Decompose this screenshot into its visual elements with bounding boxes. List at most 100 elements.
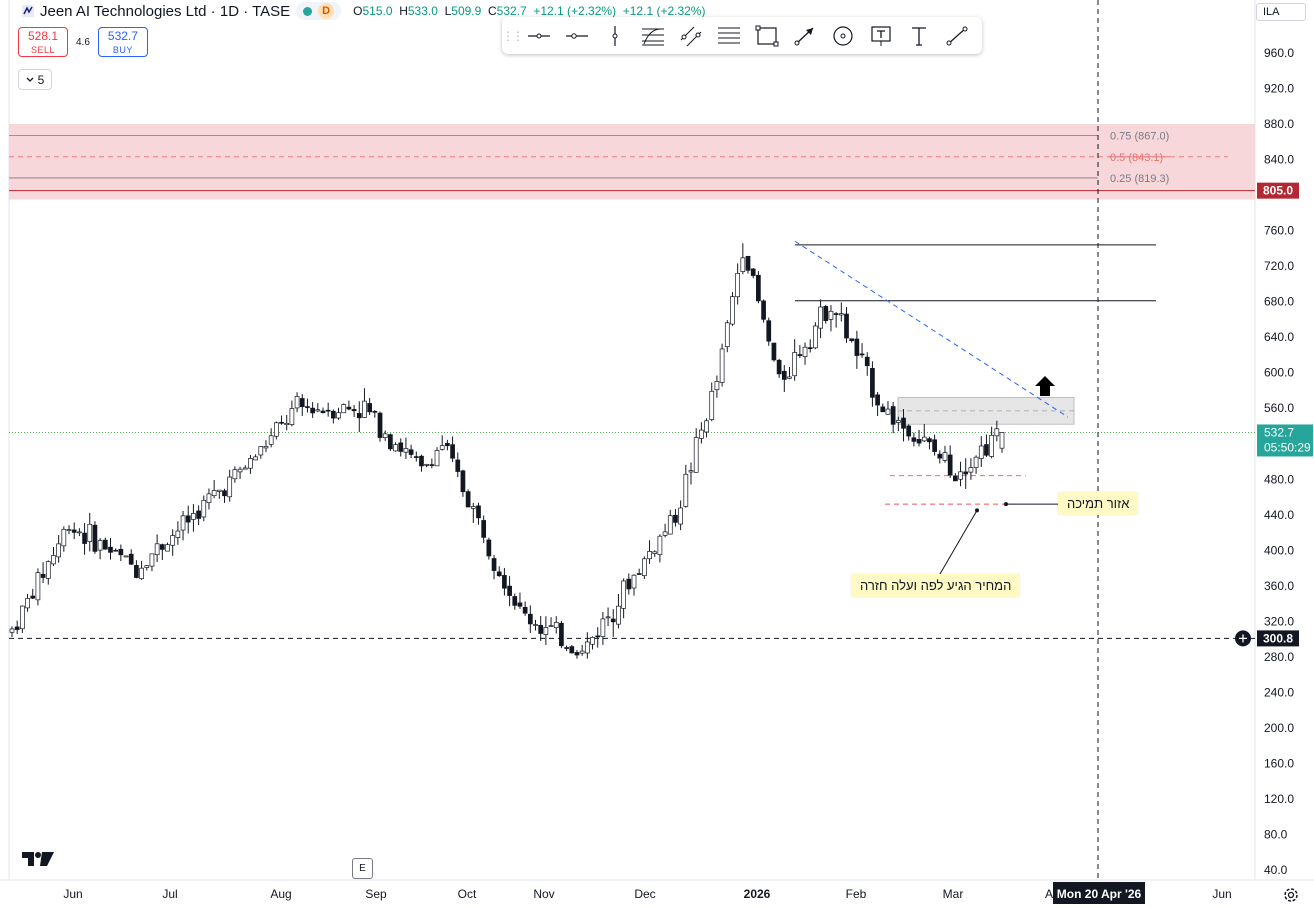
candle-down	[351, 409, 357, 412]
vertical-line-icon[interactable]	[596, 21, 634, 51]
candle-up	[216, 489, 222, 492]
price-tick-label: 760.0	[1264, 224, 1294, 238]
time-axis[interactable]: Jun Jul Aug Sep Oct Nov Dec 2026 Feb Mar Jun A Mon 2…	[63, 882, 1232, 904]
candle-up	[144, 565, 150, 568]
candle-up	[154, 543, 160, 556]
drag-handle-icon[interactable]: ⋮⋮	[502, 28, 524, 43]
price-tick-label: 80.0	[1264, 827, 1288, 841]
overlays[interactable]	[794, 240, 1069, 575]
earnings-marker[interactable]: E	[352, 858, 373, 879]
candle-down	[445, 443, 450, 447]
candle-up	[693, 437, 699, 473]
sell-button[interactable]: 528.1 SELL	[18, 27, 68, 57]
candle-up	[667, 515, 673, 535]
candle-up	[730, 296, 735, 325]
resistance-rectangle[interactable]	[897, 397, 1075, 425]
support-zone-note[interactable]: אזור תמיכה	[1058, 492, 1139, 515]
rectangle-icon[interactable]	[748, 21, 786, 51]
trend-line-icon[interactable]	[938, 21, 976, 51]
time-tick-label: Aug	[270, 887, 291, 901]
indicators-toggle-button[interactable]: 5	[18, 69, 52, 90]
circle-icon[interactable]	[824, 21, 862, 51]
candle-up	[616, 605, 621, 625]
symbol-title[interactable]: Jeen AI Technologies Ltd · 1D · TASE	[40, 2, 291, 20]
candle-up	[123, 555, 129, 558]
plus-icon	[1239, 634, 1247, 643]
price-tick-label: 560.0	[1264, 401, 1294, 415]
candle-down	[595, 635, 601, 638]
candle-up	[284, 422, 290, 426]
candle-down	[849, 338, 855, 342]
candle-down	[40, 573, 46, 578]
text-icon[interactable]	[900, 21, 938, 51]
candle-up	[470, 506, 476, 509]
time-tick-label: Oct	[458, 887, 477, 901]
time-tick-label: 2026	[744, 887, 771, 901]
candle-down	[870, 368, 875, 398]
candle-up	[268, 435, 274, 445]
time-tick-label: Mar	[943, 887, 964, 901]
time-tick-label: Sep	[365, 887, 387, 901]
breakout-arrow-icon[interactable]	[1035, 376, 1055, 396]
candle-down	[82, 532, 87, 544]
downtrend-line[interactable]	[794, 240, 1069, 418]
drawing-toolbar[interactable]: ⋮⋮	[502, 17, 982, 54]
note-icon[interactable]	[862, 21, 900, 51]
delayed-data-icon: D	[318, 3, 335, 19]
horizontal-ray-icon[interactable]	[558, 21, 596, 51]
candle-up	[263, 446, 269, 449]
candle-down	[310, 407, 315, 414]
drawings[interactable]: 0.75 (867.0) 0.5 (843.1) 0.25 (819.3)	[9, 0, 1255, 880]
candle-down	[450, 444, 455, 459]
time-tick-label: Dec	[634, 887, 655, 901]
candle-down	[781, 370, 787, 380]
resistance-price-tag[interactable]	[1257, 182, 1299, 199]
market-status[interactable]: D	[296, 2, 342, 20]
gear-icon[interactable]	[1282, 886, 1300, 904]
buy-button[interactable]: 532.7 BUY	[97, 27, 148, 57]
candle-up	[77, 531, 82, 534]
candle-down	[880, 406, 886, 413]
candle-down	[750, 268, 756, 276]
price-touched-note[interactable]: המחיר הגיע לפה ועלה חזרה	[851, 574, 1021, 597]
candle-up	[206, 493, 212, 504]
price-tick-label: 720.0	[1264, 259, 1294, 273]
currency-selector[interactable]: ILA	[1256, 3, 1306, 21]
candle-up	[315, 409, 321, 412]
candle-down	[833, 313, 839, 315]
candle-up	[590, 637, 595, 645]
price-tick-label: 920.0	[1264, 82, 1294, 96]
candle-up	[958, 471, 963, 480]
candle-up	[683, 473, 689, 507]
candle-up	[191, 513, 196, 520]
price-tick-label: 840.0	[1264, 153, 1294, 167]
sell-price: 528.1	[27, 29, 59, 43]
price-axis[interactable]: 960.0 920.0 880.0 840.0 760.0 720.0 680.0 640.0…	[1235, 46, 1313, 877]
candle-down	[761, 300, 766, 320]
candle-up	[232, 469, 238, 480]
last-price-tag[interactable]	[1257, 424, 1313, 457]
candle-down	[823, 306, 829, 322]
crosshair-price-tag	[1257, 630, 1299, 647]
candle-down	[626, 578, 632, 590]
horizontal-line-icon[interactable]	[520, 21, 558, 51]
fib-zone[interactable]	[9, 124, 1255, 200]
price-tick-label: 600.0	[1264, 366, 1294, 380]
candle-up	[714, 381, 720, 391]
candle-down	[476, 505, 481, 519]
high-label: H	[399, 4, 408, 18]
candle-down	[356, 413, 362, 419]
candle-down	[71, 529, 77, 533]
market-open-dot-icon	[303, 6, 313, 16]
fib-retracement-icon[interactable]	[634, 21, 672, 51]
tradingview-logo-icon[interactable]	[22, 850, 54, 868]
arrow-icon[interactable]	[786, 21, 824, 51]
candle-down	[388, 434, 393, 450]
gann-fan-icon[interactable]	[710, 21, 748, 51]
candle-up	[97, 540, 103, 551]
candle-up	[584, 641, 590, 654]
price-tick-label: 160.0	[1264, 756, 1294, 770]
parallel-channel-icon[interactable]	[672, 21, 710, 51]
candle-down	[875, 394, 880, 406]
